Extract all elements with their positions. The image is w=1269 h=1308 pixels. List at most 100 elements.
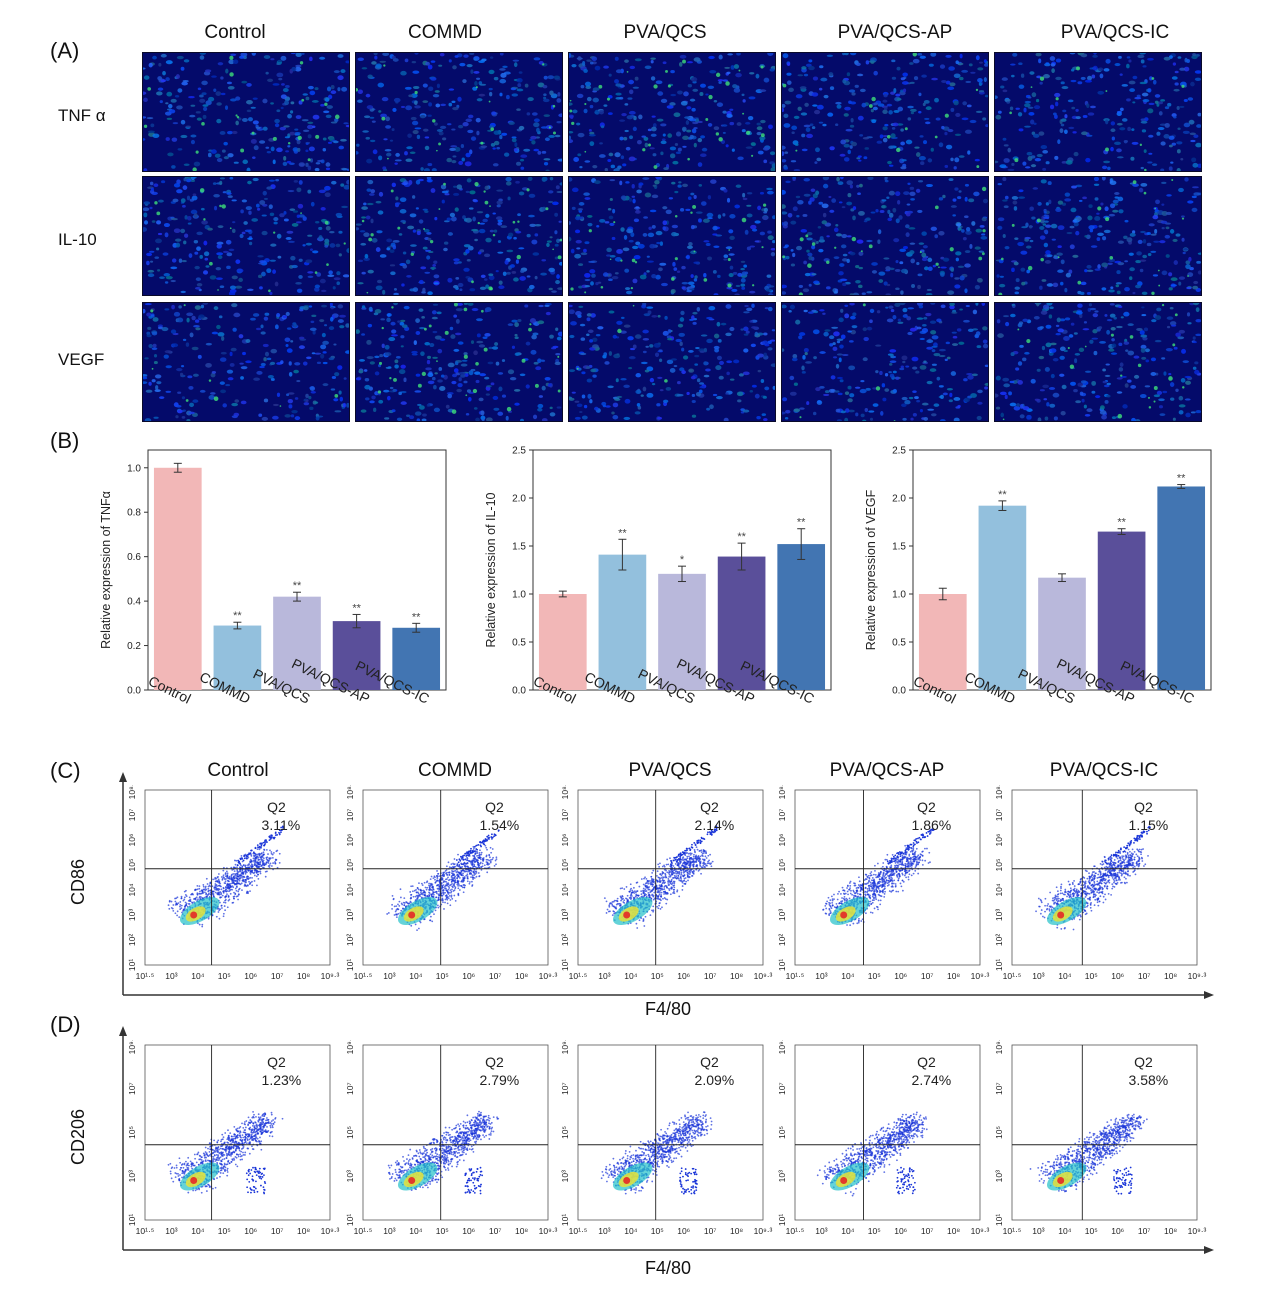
significance-mark: ** — [1177, 473, 1186, 485]
q2-percentage: 1.54% — [480, 817, 520, 833]
bar-PVA/QCS-AP — [717, 556, 766, 690]
y-tick-label: 0.2 — [127, 641, 141, 652]
flow-x-tick: 10³ — [598, 971, 610, 981]
flow-x-tick: 10⁹·³ — [1188, 1226, 1207, 1236]
y-tick-label: 1.5 — [512, 542, 526, 553]
flow-y-tick: 10³ — [994, 1170, 1004, 1182]
tnf-bar-chart: 0.0 0.2 0.4 0.6 0.8 1.0 Relative expression of… — [99, 449, 447, 707]
flow-y-tick: 10⁶ — [994, 834, 1004, 847]
flow-y-tick: 10⁹·³ — [345, 1040, 355, 1054]
quadrant-label: Q2 — [700, 1054, 719, 1070]
flow-y-tick: 10² — [994, 934, 1004, 946]
flow-y-tick: 10³ — [345, 909, 355, 921]
stain-image-tnfα-0 — [142, 52, 350, 172]
flow-y-tick: 10³ — [127, 909, 137, 921]
flow-plot-d-0: Q2 1.23% 10¹ 10³ 10⁵ 10⁷ 10⁹·³ 10¹·⁵ 10³ 10⁴ 10⁵ 10… — [127, 1040, 340, 1236]
flow-y-tick: 10⁶ — [777, 834, 787, 847]
flow-x-tick: 10¹·⁵ — [569, 971, 588, 981]
flow-x-tick: 10⁶ — [462, 1226, 475, 1236]
quadrant-label: Q2 — [1134, 799, 1153, 815]
flow-x-tick: 10⁵ — [651, 1226, 664, 1236]
significance-mark: ** — [998, 489, 1007, 501]
y-tick-label: 1.0 — [512, 590, 526, 601]
flow-x-tick: 10³ — [165, 971, 177, 981]
flow-x-tick: 10⁴ — [1058, 971, 1071, 981]
bar-COMMD — [978, 505, 1027, 690]
flow-x-tick: 10⁵ — [436, 1226, 449, 1236]
flow-x-tick: 10⁹·³ — [754, 971, 773, 981]
quadrant-label: Q2 — [485, 1054, 504, 1070]
flow-plot-c-2: Q2 2.14% 10¹ 10² 10³ 10⁴ 10⁵ 10⁶ 10⁷ 10⁸·³ 10¹·⁵ 10… — [560, 785, 773, 981]
flow-y-tick: 10⁷ — [345, 809, 355, 822]
flow-y-tick: 10¹ — [994, 1214, 1004, 1226]
y-tick-label: 1.5 — [892, 542, 906, 553]
stain-image-il-10-4 — [994, 176, 1202, 296]
flow-y-tick: 10⁸·³ — [994, 785, 1004, 799]
flow-y-tick: 10⁸·³ — [345, 785, 355, 799]
q2-percentage: 1.15% — [1129, 817, 1169, 833]
flow-y-tick: 10⁴ — [994, 883, 1004, 896]
flow-y-tick: 10⁷ — [560, 1082, 570, 1095]
flow-y-tick: 10³ — [777, 1170, 787, 1182]
q2-percentage: 2.09% — [695, 1072, 735, 1088]
flow-x-tick: 10⁸ — [297, 971, 310, 981]
panel-label-d: (D) — [50, 1012, 81, 1037]
flow-x-tick: 10¹·⁵ — [786, 971, 805, 981]
column-header-control: Control — [204, 22, 266, 43]
quadrant-label: Q2 — [917, 799, 936, 815]
flow-x-tick: 10⁷ — [921, 971, 934, 981]
flow-x-tick: 10⁷ — [489, 1226, 502, 1236]
flow-x-tick: 10⁴ — [409, 1226, 422, 1236]
stain-image-tnfα-3 — [781, 52, 989, 172]
flow-y-tick: 10⁵ — [777, 1126, 787, 1139]
flow-title-0: Control — [207, 760, 269, 781]
q2-percentage: 1.86% — [912, 817, 952, 833]
flow-y-tick: 10¹ — [994, 959, 1004, 971]
flow-plot-d-2: Q2 2.09% 10¹ 10³ 10⁵ 10⁷ 10⁹·³ 10¹·⁵ 10³ 10⁴ 10⁵ 10… — [560, 1040, 773, 1236]
flow-x-tick: 10¹·⁵ — [1003, 1226, 1022, 1236]
stain-image-il-10-3 — [781, 176, 989, 296]
flow-y-tick: 10⁴ — [127, 883, 137, 896]
flow-x-tick: 10⁶ — [677, 1226, 690, 1236]
flow-title-1: COMMD — [418, 760, 492, 781]
flow-d-x-axis-label: F4/80 — [645, 1258, 692, 1278]
significance-mark: ** — [293, 580, 302, 592]
bar-PVA/QCS-AP — [332, 621, 381, 690]
bar-Control — [918, 594, 967, 690]
flow-y-tick: 10⁷ — [994, 809, 1004, 822]
flow-x-tick: 10⁹·³ — [321, 971, 340, 981]
flow-plot-d-3: Q2 2.74% 10¹ 10³ 10⁵ 10⁷ 10⁹·³ 10¹·⁵ 10³ 10⁴ 10⁵ 10… — [777, 1040, 990, 1236]
y-tick-label: 1.0 — [127, 463, 141, 474]
flow-y-tick: 10⁴ — [777, 883, 787, 896]
flow-plot-c-3: Q2 1.86% 10¹ 10² 10³ 10⁴ 10⁵ 10⁶ 10⁷ 10⁸·³ 10¹·⁵ 10… — [777, 785, 990, 981]
column-header-pva-qcs-ic: PVA/QCS-IC — [1060, 22, 1170, 43]
flow-x-tick: 10⁶ — [1111, 1226, 1124, 1236]
flow-x-tick: 10⁶ — [677, 971, 690, 981]
y-tick-label: 2.0 — [512, 494, 526, 505]
flow-x-tick: 10⁷ — [704, 1226, 717, 1236]
flow-y-tick: 10⁷ — [127, 1082, 137, 1095]
bar-PVA/QCS-IC — [392, 627, 441, 690]
panel-label-b: (B) — [50, 428, 80, 453]
flow-x-tick: 10⁵ — [1085, 971, 1098, 981]
flow-x-tick: 10³ — [383, 1226, 395, 1236]
flow-y-tick: 10⁵ — [127, 859, 137, 872]
flow-plot-d-4: Q2 3.58% 10¹ 10³ 10⁵ 10⁷ 10⁹·³ 10¹·⁵ 10³ 10⁴ 10⁵ 10… — [994, 1040, 1207, 1236]
flow-x-tick: 10⁴ — [191, 971, 204, 981]
y-tick-label: 0.6 — [127, 552, 141, 563]
panel-label-a: (A) — [50, 38, 80, 63]
flow-y-tick: 10⁷ — [994, 1082, 1004, 1095]
flow-y-tick: 10⁷ — [777, 809, 787, 822]
bar-Control — [538, 594, 587, 690]
bar-PVA/QCS-IC — [777, 544, 826, 690]
flow-x-tick: 10⁵ — [868, 971, 881, 981]
flow-x-tick: 10³ — [598, 1226, 610, 1236]
flow-y-tick: 10¹ — [345, 1214, 355, 1226]
y-tick-label: 2.5 — [512, 446, 526, 457]
flow-y-tick: 10¹ — [777, 1214, 787, 1226]
flow-y-tick: 10² — [560, 934, 570, 946]
flow-y-tick: 10⁵ — [345, 859, 355, 872]
flow-y-tick: 10⁶ — [127, 834, 137, 847]
flow-x-tick: 10⁶ — [894, 971, 907, 981]
